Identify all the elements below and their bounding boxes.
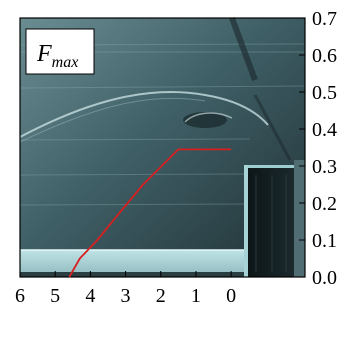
x-tick-label: 5 bbox=[50, 285, 60, 307]
y-tick-label: 0.0 bbox=[312, 267, 337, 289]
x-tick-label: 3 bbox=[121, 285, 131, 307]
y-tick-label: 0.3 bbox=[312, 156, 337, 178]
y-tick-label: 0.7 bbox=[312, 8, 337, 30]
x-tick-label: 2 bbox=[156, 285, 166, 307]
y-tick-label: 0.4 bbox=[312, 119, 337, 141]
panel-label-box: Fmax bbox=[25, 28, 95, 75]
x-tick-label: 1 bbox=[191, 285, 201, 307]
x-tick-label: 0 bbox=[226, 285, 236, 307]
y-tick-label: 0.1 bbox=[312, 230, 337, 252]
y-tick-label: 0.5 bbox=[312, 82, 337, 104]
y-tick-label: 0.2 bbox=[312, 193, 337, 215]
background-photo bbox=[19, 16, 306, 277]
y-tick-label: 0.6 bbox=[312, 45, 337, 67]
x-tick-label: 4 bbox=[85, 285, 95, 307]
plot-frame bbox=[19, 17, 306, 278]
series-layer bbox=[68, 148, 232, 278]
panel-label: Fmax bbox=[36, 41, 78, 71]
series-line bbox=[68, 148, 232, 278]
x-tick-label: 6 bbox=[15, 285, 25, 307]
axes: 0.0 0.1 0.2 0.3 0.4 0.5 0.6 0.7 6 5 4 3 2 1 0 bbox=[15, 8, 337, 307]
